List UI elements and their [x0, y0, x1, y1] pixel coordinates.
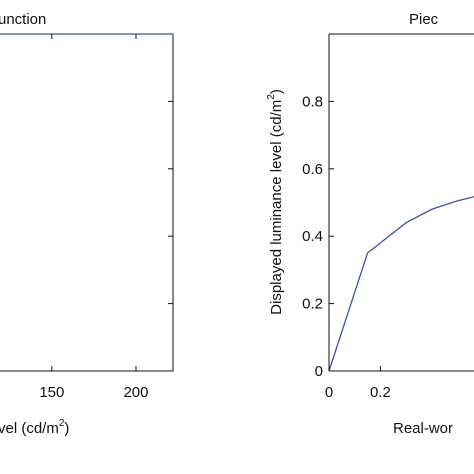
right-series-line — [328, 196, 474, 372]
left-x-tick-label: 200 — [123, 384, 148, 401]
right-x-axis-label: Real-wor — [393, 420, 453, 437]
right-y-axis-label-close: ) — [268, 89, 285, 94]
left-chart-title: unction — [0, 11, 46, 28]
left-x-axis-label-sup: 2 — [59, 418, 65, 429]
right-y-tick-label: 0.8 — [302, 93, 323, 110]
right-y-tick-label: 0 — [315, 363, 323, 380]
right-x-tick-label: 0.2 — [370, 384, 391, 401]
right-y-axis-label: Displayed luminance level (cd/m2) — [266, 89, 285, 315]
right-axis-ticks: 0 0.2 0.4 0.6 0.8 0 0.2 — [302, 33, 474, 401]
left-x-axis-label-close: ) — [64, 420, 69, 437]
left-plot-frame — [0, 33, 174, 372]
right-chart: Piec 0 0.2 0.4 0.6 0.8 0 0.2 Real-wor Displaye… — [266, 11, 474, 437]
right-marks — [328, 196, 474, 372]
right-y-axis-label-sup: 2 — [266, 94, 277, 100]
left-x-tick-label: 150 — [39, 384, 64, 401]
right-y-tick-label: 0.4 — [302, 228, 323, 245]
right-y-tick-label: 0.6 — [302, 161, 323, 178]
right-y-tick-label: 0.2 — [302, 296, 323, 313]
right-chart-title: Piec — [409, 11, 439, 28]
left-chart: unction 150 200 vel (cd/m2) — [0, 11, 174, 437]
left-x-ticks: 150 200 — [39, 34, 173, 401]
left-x-axis-label: vel (cd/m2) — [0, 418, 69, 437]
right-x-tick-label: 0 — [325, 384, 333, 401]
